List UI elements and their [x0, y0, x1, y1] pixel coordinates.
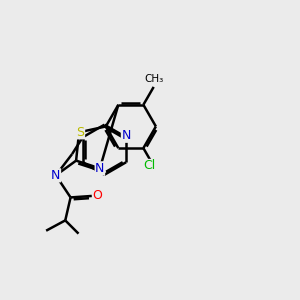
Text: CH₃: CH₃ [144, 74, 163, 84]
Text: Cl: Cl [143, 160, 155, 172]
Text: N: N [122, 129, 131, 142]
Text: N: N [95, 162, 105, 175]
Text: O: O [93, 190, 103, 202]
Text: N: N [51, 169, 61, 182]
Text: S: S [76, 126, 85, 139]
